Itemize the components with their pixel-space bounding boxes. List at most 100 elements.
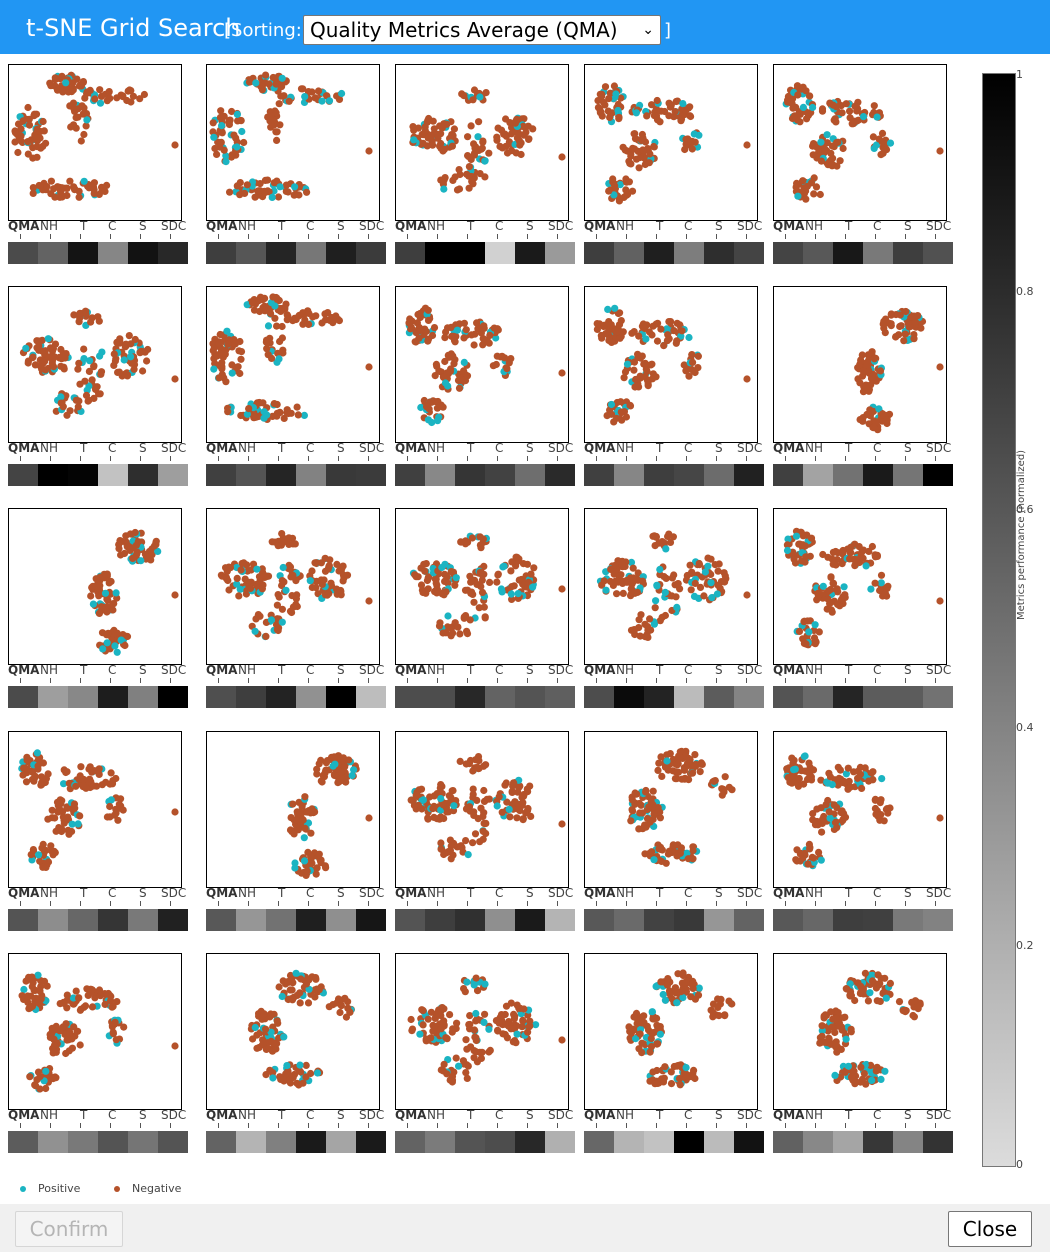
positive-point [632, 1035, 640, 1043]
tsne-plot[interactable] [206, 64, 380, 221]
tsne-plot[interactable] [206, 508, 380, 665]
negative-point [870, 424, 878, 432]
metric-label: QMA [773, 663, 805, 677]
tsne-tile[interactable]: QMA NH T C S SDC [773, 731, 953, 931]
tsne-tile[interactable]: QMA NH T C S SDC [395, 64, 575, 264]
tsne-tile[interactable]: QMA NH T C S SDC [206, 953, 386, 1153]
tsne-plot[interactable] [8, 64, 182, 221]
metric-label: NH [238, 886, 256, 900]
metric-label: NH [427, 663, 445, 677]
negative-point [664, 975, 672, 983]
negative-point [215, 374, 223, 382]
tsne-plot[interactable] [8, 953, 182, 1110]
tsne-tile[interactable]: QMA NH T C S SDC [584, 508, 764, 708]
tsne-tile[interactable]: QMA NH T C S SDC [8, 64, 188, 264]
positive-point [435, 413, 443, 421]
tsne-plot[interactable] [206, 731, 380, 888]
tsne-plot[interactable] [395, 508, 569, 665]
tsne-plot[interactable] [584, 953, 758, 1110]
tsne-plot[interactable] [395, 286, 569, 443]
tsne-tile[interactable]: QMA NH T C S SDC [206, 64, 386, 264]
positive-point [453, 326, 461, 334]
negative-point [289, 800, 297, 808]
negative-point [620, 374, 628, 382]
metric-tick [368, 456, 369, 461]
tsne-tile[interactable]: QMA NH T C S SDC [395, 953, 575, 1153]
tsne-plot[interactable] [584, 508, 758, 665]
metric-tick [80, 456, 81, 461]
tsne-tile[interactable]: QMA NH T C S SDC [206, 508, 386, 708]
metric-tick [80, 1123, 81, 1128]
close-button[interactable]: Close [948, 1211, 1032, 1247]
negative-point [674, 580, 682, 588]
metric-bars [773, 909, 953, 931]
tsne-plot[interactable] [584, 731, 758, 888]
tsne-plot[interactable] [584, 286, 758, 443]
tsne-tile[interactable]: QMA NH T C S SDC [584, 286, 764, 486]
tsne-tile[interactable]: QMA NH T C S SDC [395, 731, 575, 931]
positive-point [492, 334, 500, 342]
metric-bar [158, 242, 188, 264]
metric-tick [785, 1123, 786, 1128]
negative-point [672, 768, 680, 776]
tsne-plot[interactable] [773, 64, 947, 221]
negative-point [22, 778, 31, 786]
metric-bars [395, 1131, 575, 1153]
tsne-plot[interactable] [8, 731, 182, 888]
metric-bar [545, 1131, 575, 1153]
positive-point [275, 355, 283, 363]
tsne-tile[interactable]: QMA NH T C S SDC [206, 286, 386, 486]
metric-tick [170, 456, 171, 461]
sorting-select[interactable]: Quality Metrics Average (QMA) ⌄ [303, 15, 661, 45]
tsne-plot[interactable] [395, 953, 569, 1110]
tsne-tile[interactable]: QMA NH T C S SDC [8, 953, 188, 1153]
metric-bar [98, 909, 128, 931]
tsne-tile[interactable]: QMA NH T C S SDC [584, 731, 764, 931]
metric-bar [8, 242, 38, 264]
positive-point [481, 980, 489, 988]
metric-bars [8, 686, 188, 708]
metric-bar [614, 242, 644, 264]
tsne-tile[interactable]: QMA NH T C S SDC [395, 286, 575, 486]
tsne-tile[interactable]: QMA NH T C S SDC [773, 64, 953, 264]
negative-point [297, 975, 305, 983]
tsne-tile[interactable]: QMA NH T C S SDC [8, 286, 188, 486]
negative-point [267, 112, 275, 120]
negative-point [424, 306, 432, 314]
tsne-plot[interactable] [8, 508, 182, 665]
metric-label: SDC [737, 219, 763, 233]
tsne-tile[interactable]: QMA NH T C S SDC [773, 508, 953, 708]
tsne-tile[interactable]: QMA NH T C S SDC [773, 953, 953, 1153]
confirm-button[interactable]: Confirm [15, 1211, 123, 1247]
negative-point [818, 1022, 826, 1030]
negative-point [821, 145, 829, 153]
tsne-tile[interactable]: QMA NH T C S SDC [584, 953, 764, 1153]
tsne-plot[interactable] [773, 286, 947, 443]
tsne-scatter [596, 530, 751, 641]
tsne-plot[interactable] [395, 64, 569, 221]
tsne-tile[interactable]: QMA NH T C S SDC [395, 508, 575, 708]
negative-point [240, 138, 248, 147]
tsne-plot[interactable] [773, 508, 947, 665]
tsne-plot[interactable] [206, 286, 380, 443]
negative-point [296, 989, 304, 997]
tsne-tile[interactable]: QMA NH T C S SDC [773, 286, 953, 486]
tsne-tile[interactable]: QMA NH T C S SDC [584, 64, 764, 264]
metric-label: T [656, 886, 664, 900]
tsne-plot[interactable] [584, 64, 758, 221]
positive-point [662, 545, 670, 553]
tsne-tile[interactable]: QMA NH T C S SDC [8, 731, 188, 931]
tsne-tile[interactable]: QMA NH T C S SDC [8, 508, 188, 708]
metric-label: T [845, 441, 853, 455]
tsne-plot[interactable] [395, 731, 569, 888]
negative-point [76, 1006, 84, 1014]
tsne-plot[interactable] [773, 953, 947, 1110]
tsne-plot[interactable] [206, 953, 380, 1110]
tsne-tile[interactable]: QMA NH T C S SDC [206, 731, 386, 931]
tsne-plot[interactable] [773, 731, 947, 888]
tsne-plot[interactable] [8, 286, 182, 443]
negative-point [291, 540, 299, 548]
metric-ticks [395, 678, 575, 684]
negative-point [676, 753, 684, 761]
negative-point [844, 785, 852, 793]
